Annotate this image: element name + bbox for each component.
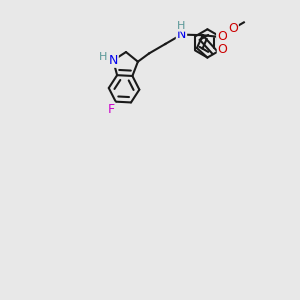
Text: N: N <box>109 54 118 67</box>
Text: O: O <box>218 43 228 56</box>
Text: O: O <box>228 22 238 35</box>
Text: H: H <box>177 21 186 31</box>
Text: O: O <box>217 30 227 43</box>
Text: H: H <box>99 52 108 62</box>
Text: F: F <box>107 103 115 116</box>
Text: N: N <box>177 28 186 41</box>
